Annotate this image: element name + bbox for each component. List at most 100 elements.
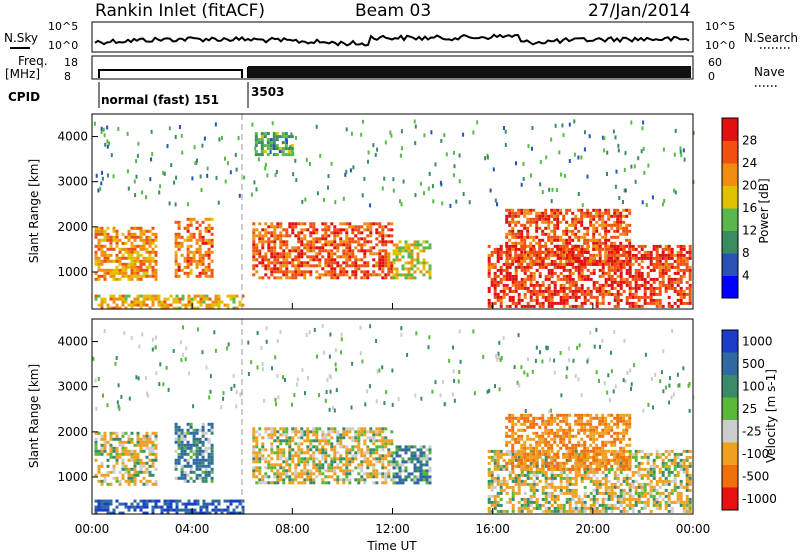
echo-cell: [285, 433, 289, 437]
echo-cell: [148, 259, 152, 263]
echo-cell: [505, 247, 509, 251]
echo-cell: [404, 475, 408, 479]
echo-cell: [568, 286, 572, 290]
echo-cell: [676, 256, 680, 260]
echo-cell: [199, 303, 203, 307]
echo-cell: [318, 460, 322, 464]
echo-cell: [679, 491, 683, 495]
echo-cell: [121, 461, 125, 465]
echo-speck: [170, 163, 173, 168]
echo-cell: [189, 470, 193, 474]
echo-cell: [180, 476, 184, 480]
echo-cell: [613, 271, 617, 275]
echo-cell: [523, 271, 527, 275]
echo-cell: [273, 481, 277, 485]
echo-cell: [631, 292, 635, 296]
echo-cell: [544, 256, 548, 260]
echo-cell: [336, 234, 340, 238]
echo-cell: [142, 437, 146, 441]
echo-cell: [616, 479, 620, 483]
echo-cell: [192, 479, 196, 483]
echo-cell: [270, 436, 274, 440]
echo-cell: [550, 235, 554, 239]
echo-cell: [523, 497, 527, 501]
echo-cell: [241, 294, 245, 298]
echo-cell: [177, 431, 181, 435]
echo-cell: [514, 482, 518, 486]
echo-cell: [559, 479, 563, 483]
echo-cell: [571, 289, 575, 293]
echo-cell: [559, 298, 563, 302]
echo-cell: [106, 452, 110, 456]
echo-cell: [610, 485, 614, 489]
echo-cell: [532, 494, 536, 498]
echo-speck: [133, 179, 136, 184]
echo-cell: [517, 491, 521, 495]
echo-cell: [598, 491, 602, 495]
echo-cell: [348, 249, 352, 253]
echo-speck: [624, 188, 627, 193]
echo-speck: [316, 191, 319, 196]
echo-cell: [339, 460, 343, 464]
echo-cell: [413, 454, 417, 458]
echo-cell: [682, 301, 686, 305]
echo-cell: [312, 454, 316, 458]
echo-cell: [300, 237, 304, 241]
echo-cell: [351, 270, 355, 274]
echo-cell: [616, 253, 620, 257]
echo-cell: [679, 256, 683, 260]
echo-cell: [568, 295, 572, 299]
echo-cell: [419, 249, 423, 253]
echo-cell: [309, 270, 313, 274]
echo-cell: [532, 473, 536, 477]
echo-speck: [250, 192, 253, 197]
echo-cell: [285, 240, 289, 244]
echo-cell: [649, 464, 653, 468]
echo-cell: [520, 283, 524, 287]
echo-cell: [505, 443, 509, 447]
echo-speck: [255, 187, 258, 192]
echo-cell: [640, 304, 644, 308]
echo-cell: [97, 274, 101, 278]
echo-cell: [210, 449, 214, 453]
echo-cell: [571, 232, 575, 236]
power-colorbar-swatch: [722, 275, 738, 299]
echo-cell: [544, 247, 548, 251]
echo-cell: [679, 301, 683, 305]
echo-cell: [100, 464, 104, 468]
echo-cell: [607, 247, 611, 251]
echo-cell: [180, 470, 184, 474]
echo-cell: [315, 264, 319, 268]
echo-cell: [254, 132, 258, 136]
echo-cell: [306, 433, 310, 437]
echo-cell: [511, 259, 515, 263]
echo-cell: [324, 481, 328, 485]
echo-cell: [425, 261, 429, 265]
echo-cell: [688, 500, 692, 504]
echo-cell: [279, 454, 283, 458]
echo-cell: [312, 472, 316, 476]
echo-cell: [294, 273, 298, 277]
echo-cell: [601, 289, 605, 293]
echo-cell: [139, 464, 143, 468]
echo-cell: [204, 271, 208, 275]
echo-cell: [619, 259, 623, 263]
echo-cell: [297, 273, 301, 277]
echo-speck: [235, 167, 238, 172]
echo-cell: [601, 286, 605, 290]
echo-speck: [220, 135, 223, 140]
echo-cell: [425, 475, 429, 479]
echo-cell: [667, 497, 671, 501]
echo-speck: [520, 182, 523, 187]
echo-cell: [589, 292, 593, 296]
echo-cell: [378, 255, 382, 259]
echo-cell: [118, 482, 122, 486]
echo-cell: [553, 292, 557, 296]
echo-cell: [127, 262, 131, 266]
echo-cell: [490, 250, 494, 254]
echo-cell: [628, 223, 632, 227]
echo-cell: [378, 430, 382, 434]
echo-cell: [547, 485, 551, 489]
echo-cell: [184, 306, 188, 310]
echo-cell: [133, 271, 137, 275]
